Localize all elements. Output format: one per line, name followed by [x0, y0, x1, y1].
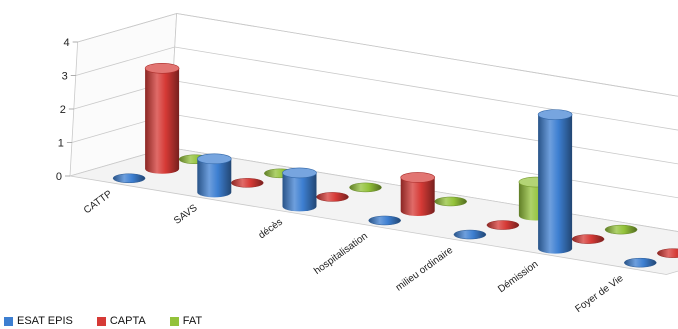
category-label-deces: décès	[257, 217, 285, 242]
gridline	[77, 13, 678, 97]
category-label-savs: SAVS	[172, 202, 200, 226]
bar-capta-foyer-de-vie	[657, 248, 678, 258]
y-tick-label: 3	[62, 71, 68, 83]
legend-label-fat: FAT	[182, 315, 203, 327]
category-label-demission: Démission	[496, 259, 540, 295]
legend-label-esat-epis: ESAT EPIS	[17, 315, 73, 327]
bar-fat-demission	[604, 224, 638, 235]
bar-fat-deces	[349, 182, 382, 193]
y-tick-label: 2	[60, 104, 66, 116]
bar-esat-epis-savs	[197, 153, 232, 198]
bar-fat-hospitalisation	[434, 196, 467, 207]
category-label-foyer-de-vie: Foyer de Vie	[573, 273, 626, 315]
bar-capta-savs	[231, 178, 264, 188]
legend-label-capta: CAPTA	[109, 315, 146, 327]
legend-item-capta: CAPTA	[96, 315, 146, 327]
y-axis-ticks: 0 1 2 3 4	[56, 37, 78, 183]
bar-capta-cattp	[144, 62, 180, 174]
legend-swatch-capta	[96, 316, 106, 326]
chart-legend: ESAT EPIS CAPTA FAT	[4, 313, 226, 329]
bar-esat-epis-cattp	[112, 173, 146, 184]
y-tick-label: 0	[56, 171, 62, 183]
category-label-cattp: CATTP	[82, 188, 115, 216]
legend-item-fat: FAT	[169, 315, 203, 327]
gridline	[75, 46, 678, 131]
chart-bars	[112, 62, 678, 268]
category-label-hospitalisation: hospitalisation	[312, 231, 370, 277]
bar-capta-demission	[571, 234, 605, 244]
bar-esat-epis-foyer-de-vie	[624, 257, 657, 268]
legend-swatch-fat	[169, 316, 179, 326]
y-tick-label: 1	[58, 138, 64, 150]
bar-capta-deces	[316, 192, 349, 202]
bar-esat-epis-hospitalisation	[368, 215, 401, 226]
bar-capta-milieu-ordinaire	[486, 220, 520, 230]
bar-esat-epis-demission	[537, 109, 573, 254]
bar-capta-hospitalisation	[400, 172, 436, 216]
bar-esat-epis-deces	[282, 167, 317, 212]
legend-swatch-esat-epis	[4, 316, 13, 326]
y-tick-label: 4	[64, 37, 70, 49]
legend-item-esat-epis: ESAT EPIS	[4, 315, 73, 327]
category-label-milieu-ordinaire: milieu ordinaire	[394, 245, 456, 294]
bar-esat-epis-milieu-ordinaire	[453, 229, 487, 240]
